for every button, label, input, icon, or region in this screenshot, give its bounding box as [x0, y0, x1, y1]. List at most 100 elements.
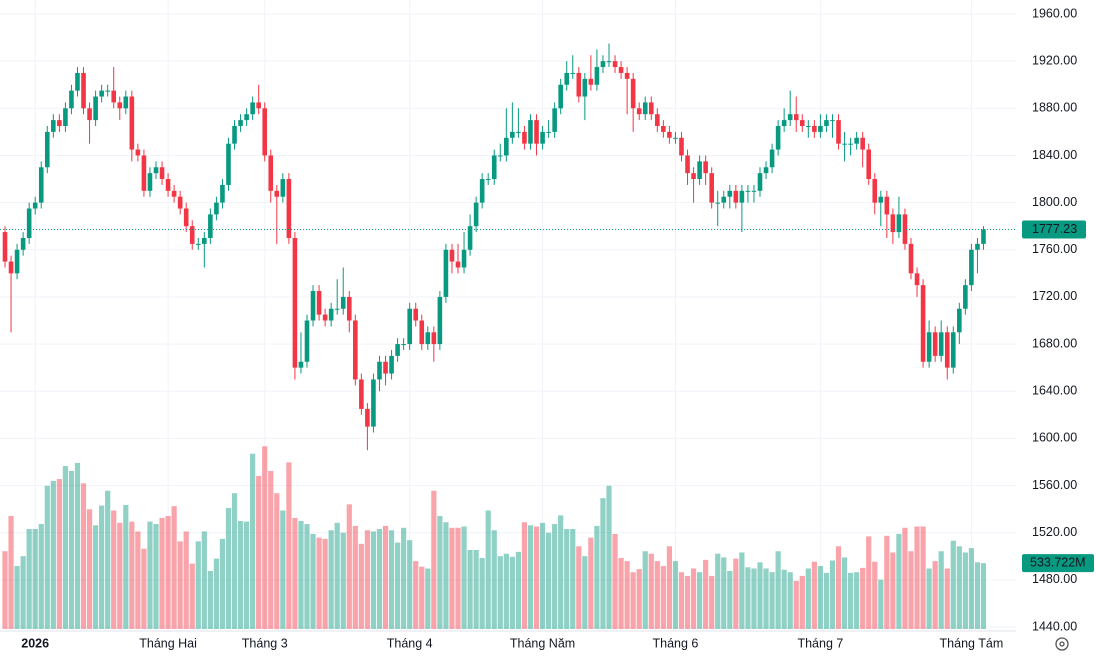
- candle-body: [334, 308, 340, 310]
- candle-body: [600, 61, 606, 68]
- volume-bar: [219, 538, 226, 629]
- settings-core: [1059, 641, 1065, 647]
- volume-bar: [268, 470, 274, 629]
- volume-bar: [908, 551, 914, 629]
- volume-bar: [787, 572, 793, 629]
- candle-body: [812, 125, 817, 132]
- candle-body: [818, 125, 823, 132]
- candle-body: [769, 149, 775, 168]
- candle-body: [69, 90, 74, 109]
- candle-body: [81, 72, 86, 109]
- volume-bar: [709, 575, 715, 629]
- volume-bar: [195, 541, 201, 629]
- candle-body: [745, 190, 751, 192]
- candle-body: [866, 149, 872, 180]
- candle-body: [787, 114, 793, 121]
- candle-body: [44, 131, 50, 168]
- candle-body: [799, 120, 805, 126]
- volume-bar: [14, 566, 20, 629]
- candle-body: [890, 214, 896, 233]
- y-tick-label: 1560.00: [1032, 478, 1077, 492]
- volume-bar: [225, 508, 232, 629]
- volume-bar: [793, 580, 799, 629]
- candle-body: [274, 190, 280, 197]
- volume-bar: [26, 529, 32, 629]
- candle-body: [322, 314, 328, 321]
- candle-body: [389, 355, 394, 374]
- volume-bar: [582, 556, 588, 629]
- volume-bar: [346, 504, 352, 629]
- volume-bar: [890, 552, 896, 629]
- volume-bar: [20, 556, 26, 629]
- candle-body: [661, 125, 666, 132]
- settings-icon[interactable]: [1055, 637, 1069, 651]
- volume-bar: [727, 570, 733, 629]
- volume-bar: [334, 522, 340, 629]
- candle-body: [467, 226, 473, 250]
- volume-bar: [751, 568, 757, 629]
- candle-body: [836, 120, 841, 144]
- candle-body: [353, 320, 358, 380]
- candle-body: [38, 167, 44, 203]
- volume-bar: [872, 561, 878, 629]
- candle-body: [582, 78, 588, 97]
- candle-body: [431, 332, 437, 345]
- candle-body: [63, 108, 68, 126]
- volume-bar: [274, 493, 280, 629]
- volume-bar: [298, 520, 304, 629]
- candle-body: [401, 344, 406, 346]
- volume-bar: [533, 526, 540, 629]
- volume-bar: [376, 529, 383, 629]
- x-tick-label: 2026: [21, 636, 49, 650]
- candle-body: [75, 72, 80, 91]
- volume-bar: [630, 572, 636, 629]
- volume-bar: [93, 525, 99, 629]
- volume-bar: [425, 568, 431, 629]
- candle-body: [310, 291, 316, 321]
- candle-body: [516, 131, 521, 133]
- volume-bar: [884, 535, 890, 629]
- volume-bar: [485, 510, 491, 629]
- candle-body: [159, 167, 165, 180]
- volume-bar: [340, 532, 346, 629]
- volume-bar: [509, 556, 515, 629]
- volume-bar: [62, 466, 68, 629]
- volume-bar: [757, 562, 763, 629]
- candle-body: [534, 120, 539, 144]
- candle-body: [123, 96, 129, 109]
- candle-body: [564, 72, 570, 85]
- candle-body: [908, 243, 914, 274]
- volume-bar: [111, 510, 117, 629]
- volume-bar: [74, 462, 81, 629]
- volume-bar: [558, 515, 564, 629]
- candle-body: [165, 179, 171, 191]
- candle-body: [552, 108, 557, 132]
- candle-body: [455, 261, 461, 268]
- candle-body: [854, 137, 859, 144]
- volume-bar: [455, 527, 461, 629]
- volume-bar: [431, 490, 437, 629]
- volume-bar: [358, 543, 364, 629]
- candle-body: [208, 214, 213, 238]
- volume-bar: [926, 568, 932, 629]
- volume-bar: [745, 567, 751, 629]
- volume-bar: [105, 490, 111, 629]
- volume-bar: [370, 531, 377, 629]
- volume-bar: [576, 546, 582, 629]
- x-tick-label: Tháng Hai: [139, 636, 197, 650]
- candle-body: [232, 125, 237, 144]
- volume-bar: [32, 529, 38, 629]
- volume-bar: [962, 552, 968, 629]
- volume-bar: [938, 551, 944, 629]
- candle-body: [510, 131, 515, 138]
- candle-body: [842, 143, 847, 145]
- volume-bar: [866, 536, 872, 629]
- candle-body: [473, 202, 479, 227]
- volume-layer: [2, 446, 987, 629]
- volume-bar: [437, 516, 443, 629]
- candle-body: [195, 243, 201, 245]
- candle-body: [504, 137, 509, 156]
- candle-body: [377, 361, 382, 380]
- volume-bar: [237, 520, 244, 629]
